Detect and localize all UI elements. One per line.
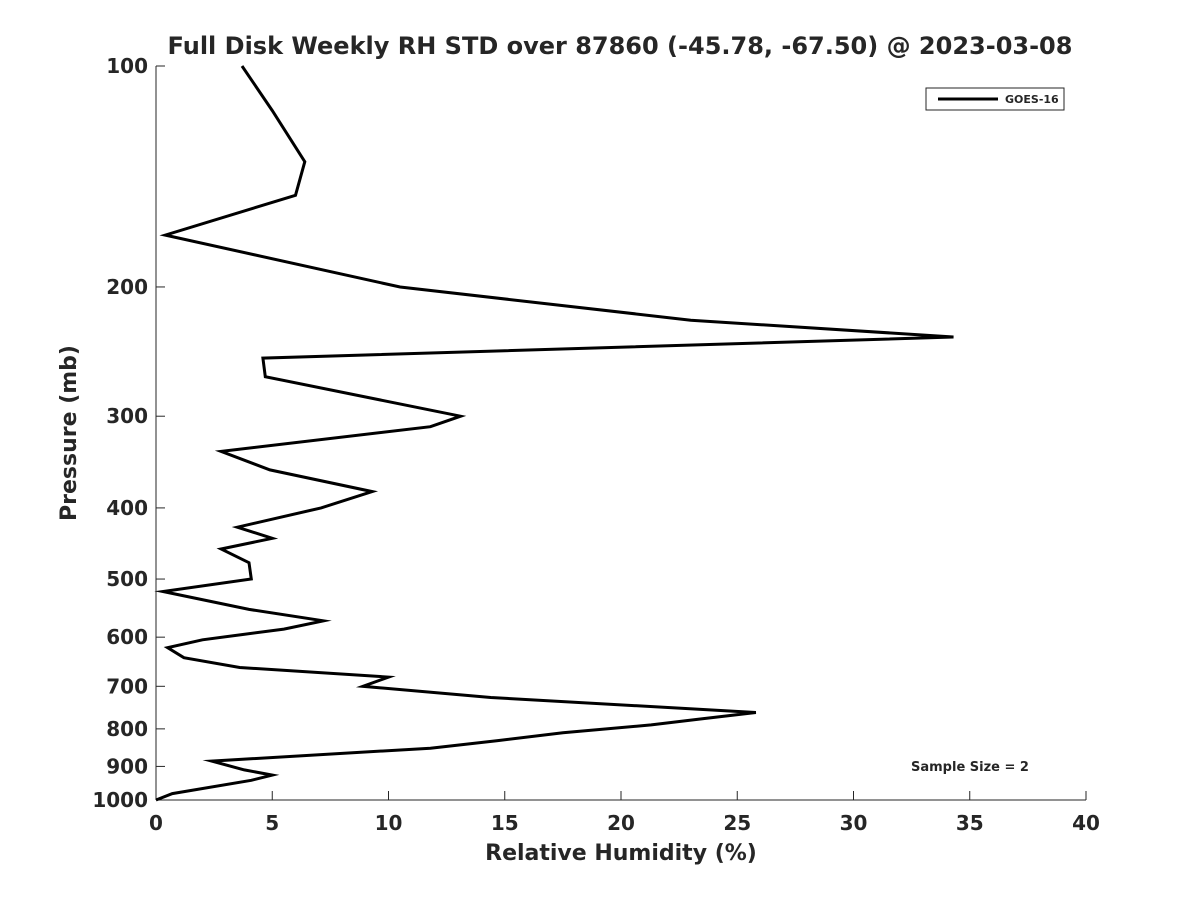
x-ticks: 0 5 10 15 20 25 30 35 40 xyxy=(149,791,1100,835)
sample-size-annotation: Sample Size = 2 xyxy=(911,760,1029,775)
y-tick-label-1000: 1000 xyxy=(92,788,148,812)
y-tick-label-200: 200 xyxy=(106,275,148,299)
x-tick-label-5: 5 xyxy=(265,811,279,835)
x-tick-label-40: 40 xyxy=(1072,811,1100,835)
x-tick-label-30: 30 xyxy=(840,811,868,835)
legend: GOES-16 xyxy=(925,87,1065,111)
y-tick-label-500: 500 xyxy=(106,567,148,591)
legend-label-goes-16: GOES-16 xyxy=(1005,93,1059,106)
x-tick-label-25: 25 xyxy=(723,811,751,835)
y-tick-label-100: 100 xyxy=(106,54,148,78)
x-tick-label-35: 35 xyxy=(956,811,984,835)
y-tick-label-300: 300 xyxy=(106,404,148,428)
y-axis-label: Pressure (mb) xyxy=(57,345,82,521)
x-tick-label-0: 0 xyxy=(149,811,163,835)
x-tick-label-10: 10 xyxy=(375,811,403,835)
x-tick-label-15: 15 xyxy=(491,811,519,835)
y-ticks: 100 200 300 400 500 600 700 800 900 1000 xyxy=(92,54,165,812)
series-layer xyxy=(154,65,954,802)
y-tick-label-900: 900 xyxy=(106,754,148,778)
y-tick-label-800: 800 xyxy=(106,717,148,741)
y-tick-label-700: 700 xyxy=(106,674,148,698)
series-line-goes-16 xyxy=(154,65,954,802)
y-tick-label-600: 600 xyxy=(106,625,148,649)
x-tick-label-20: 20 xyxy=(607,811,635,835)
y-tick-label-400: 400 xyxy=(106,496,148,520)
x-axis-label: Relative Humidity (%) xyxy=(485,841,757,866)
chart-title: Full Disk Weekly RH STD over 87860 (-45.… xyxy=(168,32,1073,60)
